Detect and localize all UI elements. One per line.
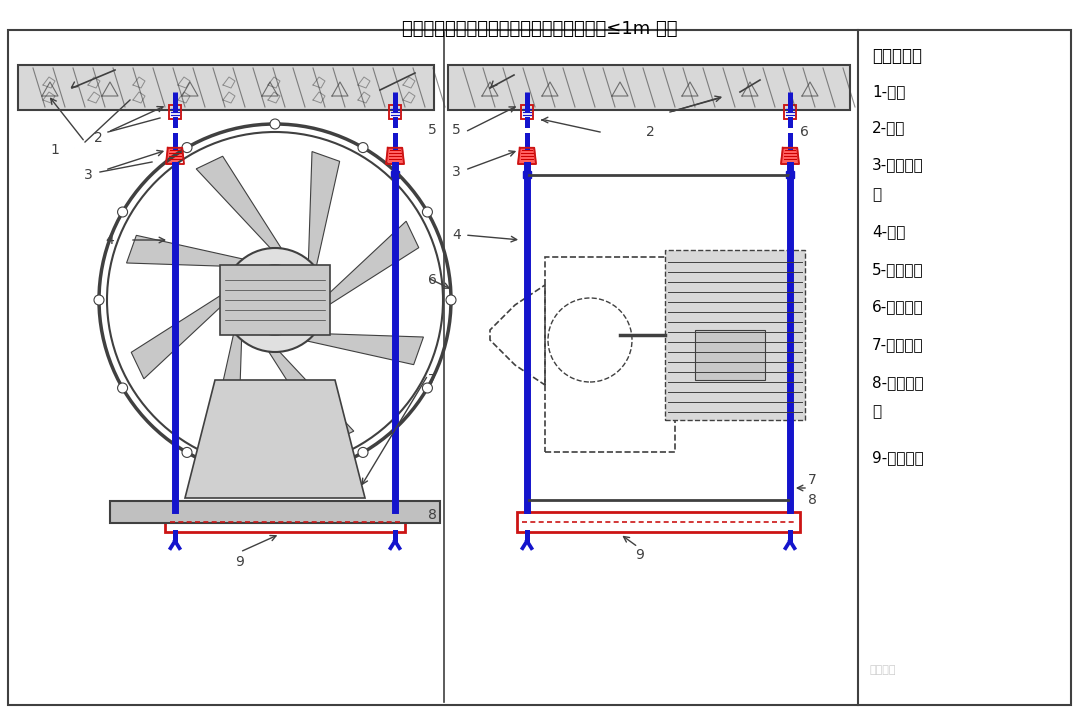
Text: 3: 3 [83,168,93,182]
Text: 1-楼板: 1-楼板 [872,84,905,99]
Circle shape [422,383,432,393]
Text: 机电人脉: 机电人脉 [870,665,896,675]
Circle shape [357,143,368,153]
Circle shape [446,295,456,305]
Circle shape [118,383,127,393]
Text: 7: 7 [428,373,436,387]
Text: 符号说明：: 符号说明： [872,47,922,65]
Text: 2: 2 [94,131,103,145]
Text: 3: 3 [453,165,461,179]
Text: 8: 8 [808,493,816,507]
Circle shape [357,447,368,457]
Text: 1: 1 [51,143,59,157]
Text: 2: 2 [646,125,654,139]
Text: 7-风机底座: 7-风机底座 [872,337,923,352]
Text: 7: 7 [808,473,816,487]
Text: 4: 4 [106,233,114,247]
Bar [524,171,530,178]
Text: 6: 6 [800,125,809,139]
Bar [784,105,796,119]
Bar [18,65,434,110]
Bar [391,171,399,178]
Bar [110,501,440,523]
Polygon shape [781,148,799,164]
Polygon shape [211,332,242,449]
Text: 8-橡胶减振: 8-橡胶减振 [872,376,923,391]
Circle shape [270,471,280,481]
Bar [172,171,178,178]
Polygon shape [309,151,340,268]
Text: 9: 9 [235,555,244,569]
Circle shape [107,132,443,468]
Bar [665,250,805,420]
Circle shape [270,119,280,129]
Text: 8: 8 [428,508,437,522]
Polygon shape [166,148,184,164]
Bar [786,171,794,178]
Text: 垫: 垫 [872,405,881,420]
Text: 5: 5 [453,123,461,137]
Polygon shape [518,148,536,164]
Text: 5-膨胀螺栓: 5-膨胀螺栓 [872,263,923,278]
Text: 4: 4 [453,228,461,242]
Polygon shape [269,351,354,444]
Polygon shape [386,148,404,164]
Polygon shape [307,334,423,365]
Bar [545,257,675,452]
Bar [168,105,181,119]
Text: 5: 5 [428,123,436,137]
Polygon shape [132,294,224,379]
Bar [521,105,534,119]
Bar [165,512,405,532]
Text: 9-槽钢槽担: 9-槽钢槽担 [872,451,923,466]
Circle shape [257,282,293,318]
Text: 轴流风机的吊装示意图（风机顶距顶棚距离≤1m 时）: 轴流风机的吊装示意图（风机顶距顶棚距离≤1m 时） [402,20,678,38]
Polygon shape [185,380,365,498]
Circle shape [240,265,310,335]
Circle shape [183,447,192,457]
Circle shape [422,207,432,217]
Circle shape [94,295,104,305]
Circle shape [222,248,327,352]
Bar [696,330,765,380]
Text: 2-槽钢: 2-槽钢 [872,121,905,136]
Polygon shape [197,156,281,248]
Text: 4-吊杆: 4-吊杆 [872,224,905,239]
Text: 6: 6 [428,273,437,287]
Polygon shape [326,222,419,306]
Bar [517,512,800,532]
Text: 6-离心风机: 6-离心风机 [872,300,923,315]
Polygon shape [126,235,243,266]
Text: 器: 器 [872,187,881,202]
Text: 3-弹簧减振: 3-弹簧减振 [872,158,923,173]
Circle shape [183,143,192,153]
Bar [448,65,850,110]
Bar [220,265,330,335]
Text: 9: 9 [635,548,645,562]
Bar [389,105,402,119]
Circle shape [118,207,127,217]
